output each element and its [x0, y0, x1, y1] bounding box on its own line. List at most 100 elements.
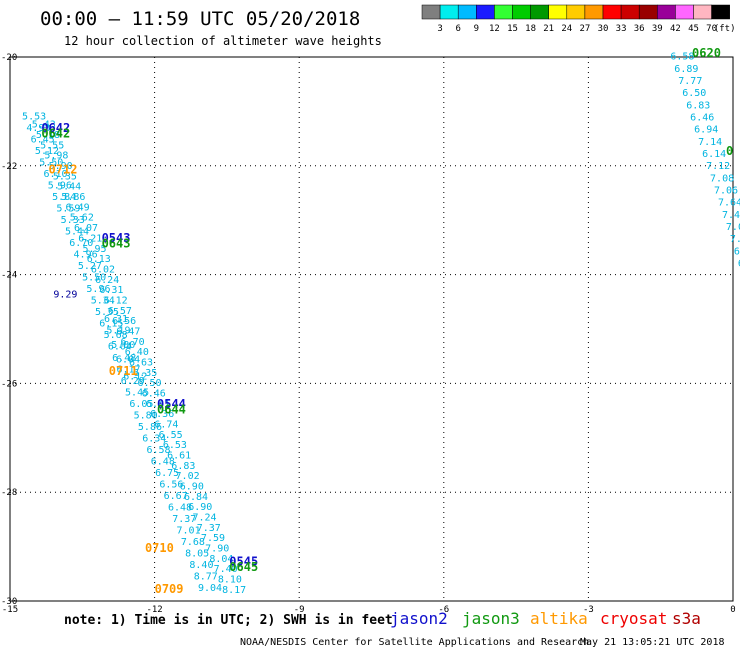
wave-height-label: 5.43: [32, 120, 56, 131]
wave-height-label: 5.59: [56, 204, 80, 215]
wave-height-label: 5.50: [82, 273, 106, 284]
wave-height-label: 8.17: [222, 585, 246, 596]
x-tick-label: -6: [438, 605, 449, 615]
x-tick-label: -3: [583, 605, 594, 615]
wave-height-label: 6.36: [150, 409, 174, 420]
wave-height-label: 6.04: [116, 355, 140, 366]
wave-height-label: 8.10: [218, 575, 242, 586]
wave-height-label: 6.94: [694, 125, 718, 136]
colorbar-swatch: [638, 4, 658, 20]
y-tick-label: -30: [1, 597, 17, 607]
wave-height-label: 6.12: [104, 295, 128, 306]
wave-height-label: 5.53: [22, 112, 46, 123]
pass-time-label: 0712: [49, 162, 78, 176]
wave-height-label: 5.35: [53, 171, 77, 182]
wave-height-label: 6.56: [112, 316, 136, 327]
colorbar-swatch: [457, 4, 477, 20]
wave-height-label: 5.44: [65, 227, 89, 238]
pass-time-label: 0642: [41, 127, 70, 141]
y-tick-label: -20: [1, 53, 17, 63]
wave-height-label: 5.50: [39, 158, 63, 169]
wave-height-label: 6.67: [164, 491, 188, 502]
wave-height-label: 7.77: [678, 76, 702, 87]
y-tick-label: -28: [1, 488, 17, 498]
pass-time-label: 0710: [145, 541, 174, 555]
wave-height-label: 7.12: [706, 161, 730, 172]
y-tick-label: -26: [1, 379, 17, 389]
wave-height-label: 5.62: [70, 213, 94, 224]
wave-height-label: 7.37: [172, 514, 196, 525]
pass-time-label: 0642: [41, 121, 70, 135]
wave-height-label: 6.31: [104, 314, 128, 325]
axis-ticks: -15 -12 -9 -6 -3 0-20-22-24-26-28-30: [1, 53, 736, 615]
wave-height-label: 7.06: [714, 185, 738, 196]
wave-height-label: 4.93: [26, 123, 50, 134]
chart-subtitle: 12 hour collection of altimeter wave hei…: [64, 34, 382, 48]
wave-height-label: 5.55: [40, 140, 64, 151]
wave-height-label: 6.24: [95, 275, 119, 286]
colorbar-swatch: [548, 4, 568, 20]
wave-height-label: 6.74: [154, 419, 178, 430]
wave-height-label: 6.47: [116, 326, 140, 337]
wave-height-tracks: 5.534.936.455.125.506.105.965.845.595.33…: [22, 52, 740, 596]
wave-height-label: 5.84: [52, 192, 76, 203]
legend-s3a: s3a: [672, 609, 701, 628]
wave-height-label: 8.04: [209, 554, 233, 565]
colorbar: 3 6 9 12 15 18 21 24 27 30 33 36 39 42 45 70(ft): [421, 4, 736, 34]
colorbar-swatch: [675, 4, 694, 20]
colorbar-label: 70: [706, 24, 717, 34]
colorbar-label: 30: [598, 24, 609, 34]
grid-lines: [10, 57, 733, 601]
wave-height-label: 7.90: [205, 543, 229, 554]
wave-height-label: 6.90: [188, 502, 212, 513]
pass-time-label: 0620: [692, 46, 721, 60]
wave-height-label: 5.34: [91, 296, 115, 307]
legend-jason3: jason3: [462, 609, 520, 628]
wave-height-label: 9.29: [53, 289, 77, 300]
colorbar-swatch: [657, 4, 676, 20]
wave-height-label: 7.40: [722, 210, 740, 221]
colorbar-label: 9: [474, 24, 479, 34]
wave-height-label: 5.90: [49, 161, 73, 172]
wave-height-label: 5.44: [57, 182, 81, 193]
wave-height-label: 6.63: [129, 357, 153, 368]
colorbar-swatch: [421, 4, 441, 20]
credit-line: NOAA/NESDIS Center for Satellite Applica…: [240, 637, 589, 648]
wave-height-label: 6.85: [734, 246, 740, 257]
colorbar-label: 6: [455, 24, 460, 34]
colorbar-label: 15: [507, 24, 518, 34]
wave-height-label: 6.57: [108, 306, 132, 317]
wave-height-label: 7.24: [192, 512, 216, 523]
wave-height-label: 6.48: [168, 503, 192, 514]
colorbar-swatch: [494, 4, 513, 20]
wave-height-label: 6.07: [74, 223, 98, 234]
legend-cryosat: cryosat: [600, 609, 667, 628]
wave-height-label: 9.04: [198, 583, 222, 594]
wave-height-label: 6.05: [129, 399, 153, 410]
wave-height-label: 5.68: [104, 330, 128, 341]
wave-height-label: 6.34: [142, 434, 166, 445]
wave-height-label: 6.56: [159, 480, 183, 491]
wave-height-label: 5.95: [82, 244, 106, 255]
wave-height-label: 6.58: [670, 52, 694, 63]
plot-frame: [9, 56, 734, 602]
wave-height-label: 6.89: [674, 64, 698, 75]
colorbar-swatch: [602, 4, 622, 20]
wave-height-label: 6.12: [123, 372, 147, 383]
colorbar-swatch: [566, 4, 586, 20]
wave-height-label: 6.83: [686, 100, 710, 111]
colorbar-label: 12: [489, 24, 500, 34]
wave-height-label: 7.01: [177, 526, 201, 537]
y-tick-label: -24: [1, 271, 17, 281]
legend-altika: altika: [530, 609, 588, 628]
wave-height-label: 5.12: [35, 146, 59, 157]
colorbar-swatch: [711, 4, 730, 20]
x-tick-label: 0: [730, 605, 735, 615]
wave-height-label: 6.13: [87, 254, 111, 265]
wave-height-label: 6.50: [137, 378, 161, 389]
wave-height-label: 5.19: [106, 325, 130, 336]
x-tick-label: -9: [294, 605, 305, 615]
chart-title: 00:00 – 11:59 UTC 05/20/2018: [40, 8, 360, 30]
